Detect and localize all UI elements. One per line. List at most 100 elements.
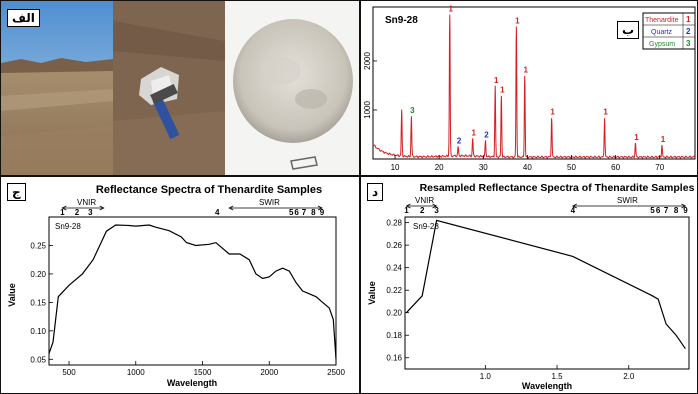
xrd-peak-label: 3 bbox=[410, 106, 415, 115]
hammer-sample-photo bbox=[113, 1, 225, 175]
y-tick-label: 0.15 bbox=[30, 298, 46, 307]
y-tick-label: 0.26 bbox=[386, 241, 402, 250]
xrd-peak-label: 1 bbox=[500, 86, 505, 95]
spectrum-xlabel: Wavelength bbox=[167, 378, 217, 388]
xrd-x-tick-label: 20 bbox=[435, 163, 444, 172]
legend-quartz: Quartz bbox=[651, 29, 673, 36]
band-label: 7 bbox=[664, 206, 669, 215]
x-tick-label: 2.0 bbox=[623, 372, 635, 381]
y-tick-label: 0.20 bbox=[30, 270, 46, 279]
xrd-y-tick-label: 1000 bbox=[363, 101, 372, 119]
y-tick-label: 0.28 bbox=[386, 219, 402, 228]
spectrum-chart: Reflectance Spectra of Thenardite Sample… bbox=[7, 184, 345, 388]
xrd-peak-label: 1 bbox=[661, 135, 666, 144]
resampled-sample-label: Sn9-28 bbox=[413, 222, 439, 231]
spectrum-title: Reflectance Spectra of Thenardite Sample… bbox=[96, 184, 322, 196]
legend-quartz-num: 2 bbox=[686, 27, 691, 36]
xrd-pattern-line bbox=[372, 14, 696, 159]
resampled-xlabel: Wavelength bbox=[522, 381, 572, 391]
resampled-spectrum-chart: Resampled Reflectance Spectra of Thenard… bbox=[367, 182, 695, 391]
xrd-sample-label: Sn9-28 bbox=[385, 15, 418, 26]
band-label: 8 bbox=[674, 206, 679, 215]
swir-label: SWIR bbox=[259, 198, 280, 207]
band-label: 2 bbox=[75, 208, 80, 217]
x-tick-label: 1500 bbox=[194, 368, 212, 377]
xrd-plot-frame bbox=[372, 6, 696, 160]
panel-label-c: ج bbox=[7, 183, 26, 201]
spectrum-panel: Reflectance Spectra of Thenardite Sample… bbox=[0, 176, 360, 394]
spectrum-plot-frame bbox=[48, 216, 337, 366]
x-tick-label: 1000 bbox=[127, 368, 145, 377]
band-label: 7 bbox=[302, 208, 307, 217]
band-label: 5 bbox=[650, 206, 655, 215]
xrd-legend: Thenardite 1 Quartz 2 Gypsum 3 bbox=[642, 12, 696, 50]
xrd-peak-label: 1 bbox=[471, 128, 476, 137]
band-label: 9 bbox=[683, 206, 688, 215]
xrd-y-tick-label: 2000 bbox=[363, 51, 372, 69]
xrd-peak-label: 1 bbox=[494, 76, 499, 85]
legend-thenardite: Thenardite bbox=[645, 17, 679, 24]
powder-sample-photo bbox=[225, 1, 359, 175]
vnir-label: VNIR bbox=[77, 198, 96, 207]
resampled-vnir-label: VNIR bbox=[415, 196, 434, 205]
band-label: 3 bbox=[434, 206, 439, 215]
xrd-peak-label: 1 bbox=[634, 133, 639, 142]
field-photos-panel: الف bbox=[0, 0, 360, 176]
resampled-swir-label: SWIR bbox=[617, 196, 638, 205]
x-tick-label: 500 bbox=[62, 368, 76, 377]
band-label: 3 bbox=[88, 208, 93, 217]
y-tick-label: 0.05 bbox=[30, 355, 46, 364]
band-label: 6 bbox=[294, 208, 299, 217]
xrd-x-tick-label: 40 bbox=[523, 163, 532, 172]
legend-thenardite-num: 1 bbox=[686, 15, 691, 24]
x-tick-label: 1.0 bbox=[480, 372, 492, 381]
panel-label-d: د bbox=[367, 183, 384, 201]
xrd-peak-label: 1 bbox=[515, 17, 520, 26]
xrd-peak-label: 1 bbox=[603, 107, 608, 116]
xrd-peak-label: 2 bbox=[457, 137, 462, 146]
xrd-peak-label: 1 bbox=[524, 66, 529, 75]
spectrum-ylabel: Value bbox=[7, 283, 17, 307]
spectrum-sample-label: Sn9-28 bbox=[55, 222, 81, 231]
panel-label-b: ب bbox=[617, 21, 640, 39]
resampled-ylabel: Value bbox=[367, 281, 377, 305]
band-label: 6 bbox=[656, 206, 661, 215]
resampled-plot-frame bbox=[404, 216, 690, 370]
xrd-peak-label: 2 bbox=[484, 130, 489, 139]
y-tick-label: 0.25 bbox=[30, 241, 46, 250]
band-label: 4 bbox=[571, 206, 576, 215]
band-label: 2 bbox=[420, 206, 425, 215]
resampled-spectrum-title: Resampled Reflectance Spectra of Thenard… bbox=[420, 182, 695, 194]
legend-gypsum: Gypsum bbox=[649, 41, 675, 48]
y-tick-label: 0.24 bbox=[386, 264, 402, 273]
x-tick-label: 2500 bbox=[327, 368, 345, 377]
band-label: 1 bbox=[404, 206, 409, 215]
legend-gypsum-num: 3 bbox=[686, 39, 691, 48]
y-tick-label: 0.22 bbox=[386, 286, 402, 295]
y-tick-label: 0.20 bbox=[386, 309, 402, 318]
resampled-spectrum-line bbox=[405, 219, 686, 350]
band-label: 8 bbox=[311, 208, 316, 217]
panel-label-a: الف bbox=[7, 9, 40, 27]
field-photos bbox=[1, 1, 359, 175]
resampled-spectrum-panel: Resampled Reflectance Spectra of Thenard… bbox=[360, 176, 698, 394]
y-tick-label: 0.10 bbox=[30, 327, 46, 336]
xrd-x-tick-label: 60 bbox=[611, 163, 620, 172]
spectrum-line bbox=[48, 224, 337, 360]
xrd-x-tick-label: 10 bbox=[391, 163, 400, 172]
x-tick-label: 2000 bbox=[260, 368, 278, 377]
y-tick-label: 0.16 bbox=[386, 354, 402, 363]
xrd-x-tick-label: 70 bbox=[655, 163, 664, 172]
landscape-photo bbox=[1, 1, 113, 175]
xrd-x-tick-label: 30 bbox=[479, 163, 488, 172]
band-label: 9 bbox=[320, 208, 325, 217]
band-label: 5 bbox=[289, 208, 294, 217]
xrd-peak-label: 1 bbox=[550, 107, 555, 116]
y-tick-label: 0.18 bbox=[386, 331, 402, 340]
band-label: 4 bbox=[215, 208, 220, 217]
x-tick-label: 1.5 bbox=[551, 372, 563, 381]
xrd-peak-label: 1 bbox=[449, 4, 454, 13]
band-label: 1 bbox=[60, 208, 65, 217]
